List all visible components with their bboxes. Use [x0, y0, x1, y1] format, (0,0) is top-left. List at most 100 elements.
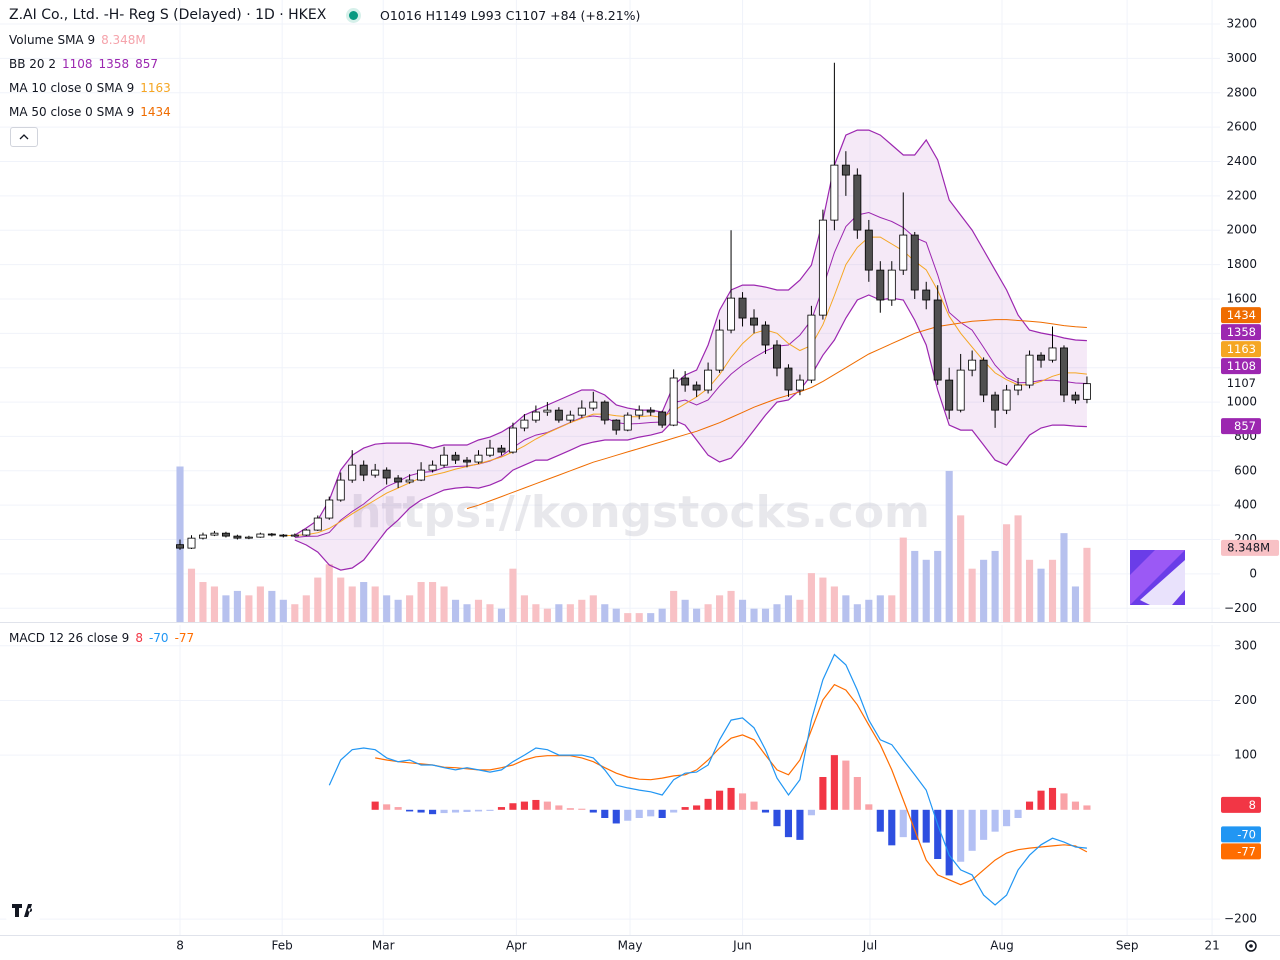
candles [176, 62, 1091, 550]
candle-body [1082, 383, 1091, 400]
price-badge [1221, 341, 1261, 358]
candle-body [761, 324, 770, 346]
candle-body [807, 314, 816, 381]
histogram-bar [853, 776, 861, 810]
candle-body [520, 419, 529, 429]
volume-bar [406, 595, 414, 622]
histogram-bar [1048, 787, 1057, 810]
volume-bar [957, 515, 965, 622]
price-badge-label: 1358 [1227, 325, 1256, 339]
candle-body [463, 459, 471, 463]
volume-bar [624, 613, 632, 622]
x-tick-label: 21 [1204, 939, 1219, 953]
candle-body [417, 469, 426, 481]
legend-volume: Volume SMA 9 8.348M [9, 32, 152, 48]
settings-icon[interactable] [1245, 940, 1257, 952]
histogram-bar [647, 809, 655, 817]
histogram-bar [394, 807, 402, 810]
candle-body [394, 477, 403, 483]
volume-bar [601, 604, 609, 622]
candle-body [669, 377, 678, 426]
candle-body [773, 344, 781, 369]
histogram-bar [911, 809, 919, 840]
volume-bar [543, 608, 551, 622]
candle-body [589, 401, 598, 409]
watermark: https://kongstocks.com [350, 487, 930, 538]
candle-body [876, 269, 885, 301]
y-tick-label: −200 [1224, 601, 1257, 615]
candle-body [623, 414, 632, 431]
volume-bar [302, 595, 310, 622]
histogram-bar [520, 801, 528, 810]
volume-bar [1014, 515, 1022, 622]
band-line [294, 211, 1087, 538]
volume-bar [497, 608, 506, 622]
volume-bar [819, 577, 827, 622]
axes: −200020040060080010001200140016001800200… [176, 17, 1257, 953]
volume-bar [899, 537, 907, 622]
volume-bar [486, 604, 494, 622]
volume-bar [210, 586, 219, 622]
legend-value: 857 [135, 57, 158, 71]
volume-bar [199, 582, 207, 622]
volume-bar [761, 608, 770, 622]
volume-bar [945, 470, 953, 622]
candle-body [635, 409, 644, 416]
legend-value: 1163 [140, 81, 171, 95]
volume-bar [268, 590, 276, 622]
candle-body [244, 536, 253, 539]
candle-body [727, 297, 736, 331]
signal-line [375, 683, 1088, 886]
symbol-title[interactable]: Z.AI Co., Ltd. -H- Reg S (Delayed) · 1D … [9, 7, 327, 23]
histogram-bar [497, 807, 506, 810]
y-tick-label: 2000 [1226, 223, 1257, 237]
volume-bar [245, 595, 253, 622]
market-status-dot [349, 11, 358, 20]
candle-body [187, 537, 196, 549]
candle-body [577, 407, 586, 416]
legend-value: 1108 [62, 57, 93, 71]
logo-stripe [1130, 550, 1185, 605]
histogram-bar [543, 801, 551, 810]
candle-body [290, 534, 299, 537]
volume-bar [693, 608, 701, 622]
histogram-bar [727, 787, 735, 810]
candle-body [956, 369, 965, 411]
volume-bar [555, 604, 563, 622]
volume-bar [463, 604, 471, 622]
volume-bar [784, 595, 793, 622]
volume-bar [922, 559, 930, 622]
histogram-bar [635, 809, 643, 818]
candle-body [899, 234, 908, 271]
candle-body [1002, 389, 1011, 411]
candle-body [267, 533, 276, 536]
histogram-bar [761, 809, 770, 813]
collapse-button[interactable] [10, 127, 38, 147]
candle-body [830, 164, 839, 221]
gear-center [1249, 944, 1253, 948]
price-badge-label: 1107 [1227, 376, 1256, 390]
candle-body [313, 517, 322, 531]
histogram-bar [957, 809, 965, 862]
candle-body [910, 234, 919, 291]
volume-bar [773, 604, 781, 622]
histogram-bar [566, 808, 574, 810]
histogram-bar [876, 809, 884, 832]
histogram-bar [716, 790, 724, 810]
legend-value: 1358 [98, 57, 130, 71]
y-tick-label: 1800 [1226, 257, 1257, 271]
candle-body [543, 409, 552, 413]
price-badge [1221, 843, 1261, 860]
price-badge [1221, 796, 1261, 813]
histogram-bar [463, 809, 471, 812]
price-badge-label: 1108 [1227, 359, 1256, 373]
histogram-bar [406, 809, 414, 812]
histogram-bar [784, 809, 793, 838]
tv-logo[interactable] [6, 898, 40, 922]
candle-body [600, 401, 609, 421]
price-badge [1221, 375, 1261, 392]
y-tick-label: 400 [1234, 498, 1257, 512]
histogram-bar [601, 809, 609, 818]
volume-bar [853, 604, 861, 622]
histogram-bar [451, 809, 460, 813]
